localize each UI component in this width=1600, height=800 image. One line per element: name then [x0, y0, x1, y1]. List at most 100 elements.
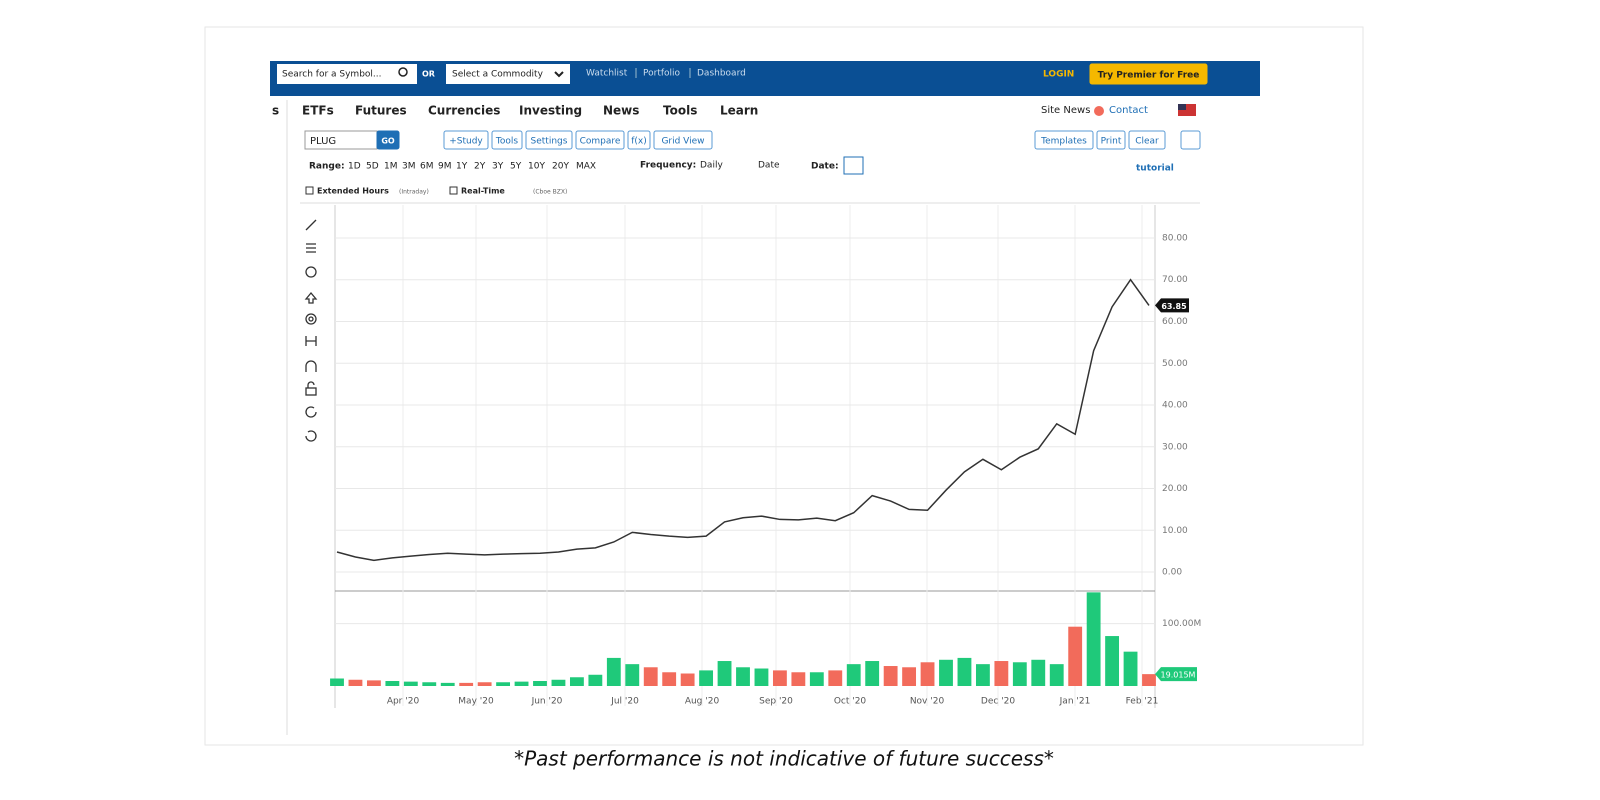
- toolbar-button-box[interactable]: [653, 130, 713, 150]
- volume-bar: [643, 667, 658, 686]
- last-price: 63.85: [1161, 302, 1187, 311]
- volume-bar: [957, 657, 972, 686]
- menu-item[interactable]: Investing: [519, 104, 582, 118]
- range-option[interactable]: 20Y: [552, 162, 569, 172]
- volume-bar: [1123, 651, 1138, 686]
- toolbar-button-box[interactable]: [1096, 130, 1126, 150]
- calendar[interactable]: [843, 156, 864, 175]
- header-link[interactable]: Portfolio: [643, 69, 681, 79]
- range-option[interactable]: 2Y: [474, 162, 486, 172]
- y-tick-label: 70.00: [1162, 275, 1188, 285]
- expand-box[interactable]: [1180, 130, 1201, 150]
- date-mode[interactable]: Date: [758, 161, 780, 171]
- last-volume: 19.015M: [1161, 671, 1196, 680]
- volume-bar: [883, 666, 898, 686]
- toolbar-button-box[interactable]: [525, 130, 573, 150]
- range-option[interactable]: 3M: [402, 162, 416, 172]
- premier[interactable]: Try Premier for Free: [1098, 71, 1200, 81]
- menu-item[interactable]: ETFs: [302, 104, 334, 118]
- contact[interactable]: Contact: [1109, 105, 1148, 116]
- range-option[interactable]: 1M: [384, 162, 398, 172]
- news-dot: [1094, 106, 1104, 116]
- tutorial[interactable]: tutorial: [1136, 164, 1174, 174]
- volume-bar: [1049, 664, 1064, 686]
- checkbox[interactable]: [305, 186, 314, 195]
- toolbar-button[interactable]: f(x): [631, 137, 647, 147]
- y-tick-label: 30.00: [1162, 442, 1188, 452]
- or-label: OR: [422, 70, 435, 79]
- volume-bar: [1142, 674, 1156, 686]
- volume-bar: [330, 678, 344, 686]
- y-tick-label: 60.00: [1162, 317, 1188, 327]
- menu-item[interactable]: Tools: [663, 104, 697, 118]
- search-input[interactable]: Search for a Symbol...: [282, 70, 382, 80]
- menu-item[interactable]: News: [603, 104, 639, 118]
- range-option[interactable]: 1D: [348, 162, 361, 172]
- y-tick-label: 100.00M: [1162, 619, 1201, 629]
- header-link[interactable]: Watchlist: [586, 69, 628, 79]
- toolbar-button[interactable]: Settings: [531, 137, 568, 147]
- go[interactable]: GO: [381, 137, 395, 146]
- y-tick-label: 40.00: [1162, 401, 1188, 411]
- premier-box[interactable]: [1089, 63, 1208, 85]
- option-label: Extended Hours: [317, 187, 389, 196]
- toolbar-button[interactable]: Compare: [580, 137, 621, 147]
- x-tick-label: Oct '20: [834, 697, 867, 707]
- range-option[interactable]: 5Y: [510, 162, 522, 172]
- toolbar-button[interactable]: +Study: [449, 137, 483, 147]
- toolbar-button-box[interactable]: [627, 130, 651, 150]
- commodity-box[interactable]: [446, 64, 570, 84]
- toolbar-button-box[interactable]: [575, 130, 625, 150]
- volume-bar: [440, 682, 455, 686]
- menu-item[interactable]: Currencies: [428, 104, 500, 118]
- toolbar-button[interactable]: Tools: [495, 137, 518, 147]
- symbol[interactable]: PLUG: [310, 136, 336, 147]
- toolbar-button[interactable]: Print: [1101, 137, 1122, 147]
- volume-bar: [477, 682, 492, 686]
- range-option[interactable]: 10Y: [528, 162, 545, 172]
- volume-bar: [865, 661, 880, 686]
- volume-bar: [1105, 636, 1120, 686]
- chevron: [554, 71, 564, 78]
- x-tick-label: Aug '20: [685, 697, 720, 707]
- range-option[interactable]: 5D: [366, 162, 379, 172]
- toolbar-button[interactable]: Templates: [1040, 137, 1087, 147]
- toolbar-button[interactable]: Clear: [1135, 137, 1159, 147]
- range-option[interactable]: 3Y: [492, 162, 504, 172]
- go-box[interactable]: [376, 130, 400, 150]
- checkbox[interactable]: [449, 186, 458, 195]
- header-link[interactable]: Dashboard: [697, 69, 746, 79]
- site-news[interactable]: Site News: [1041, 105, 1090, 116]
- toolbar-button-box[interactable]: [443, 130, 489, 150]
- menu-item[interactable]: s: [272, 104, 279, 118]
- y-tick-label: 80.00: [1162, 233, 1188, 243]
- volume-bar: [994, 661, 1009, 686]
- frequency[interactable]: Daily: [700, 161, 723, 171]
- search-icon: [398, 67, 408, 77]
- volume-bar: [551, 679, 566, 686]
- option-note: (Intraday): [399, 189, 429, 196]
- menu-item[interactable]: Learn: [720, 104, 758, 118]
- toolbar-button[interactable]: Grid View: [661, 137, 704, 147]
- volume-bar: [385, 681, 400, 686]
- volume-bar: [606, 657, 621, 686]
- commodity-select[interactable]: Select a Commodity: [452, 70, 544, 80]
- search-box[interactable]: [277, 64, 417, 84]
- volume-bar: [533, 681, 547, 686]
- range-option[interactable]: 1Y: [456, 162, 468, 172]
- drawing-tools: [304, 219, 318, 442]
- volume-bar: [846, 664, 861, 686]
- volume-bar: [699, 670, 714, 686]
- volume-bar: [828, 670, 843, 686]
- range-option[interactable]: MAX: [576, 162, 596, 172]
- range-option[interactable]: 6M: [420, 162, 434, 172]
- toolbar-button-box[interactable]: [491, 130, 523, 150]
- menu-item[interactable]: Futures: [355, 104, 407, 118]
- range-option[interactable]: 9M: [438, 162, 452, 172]
- toolbar-button-box[interactable]: [1128, 130, 1166, 150]
- volume-bar: [1012, 662, 1027, 686]
- login[interactable]: LOGIN: [1043, 70, 1074, 80]
- toolbar-button-box[interactable]: [1034, 130, 1094, 150]
